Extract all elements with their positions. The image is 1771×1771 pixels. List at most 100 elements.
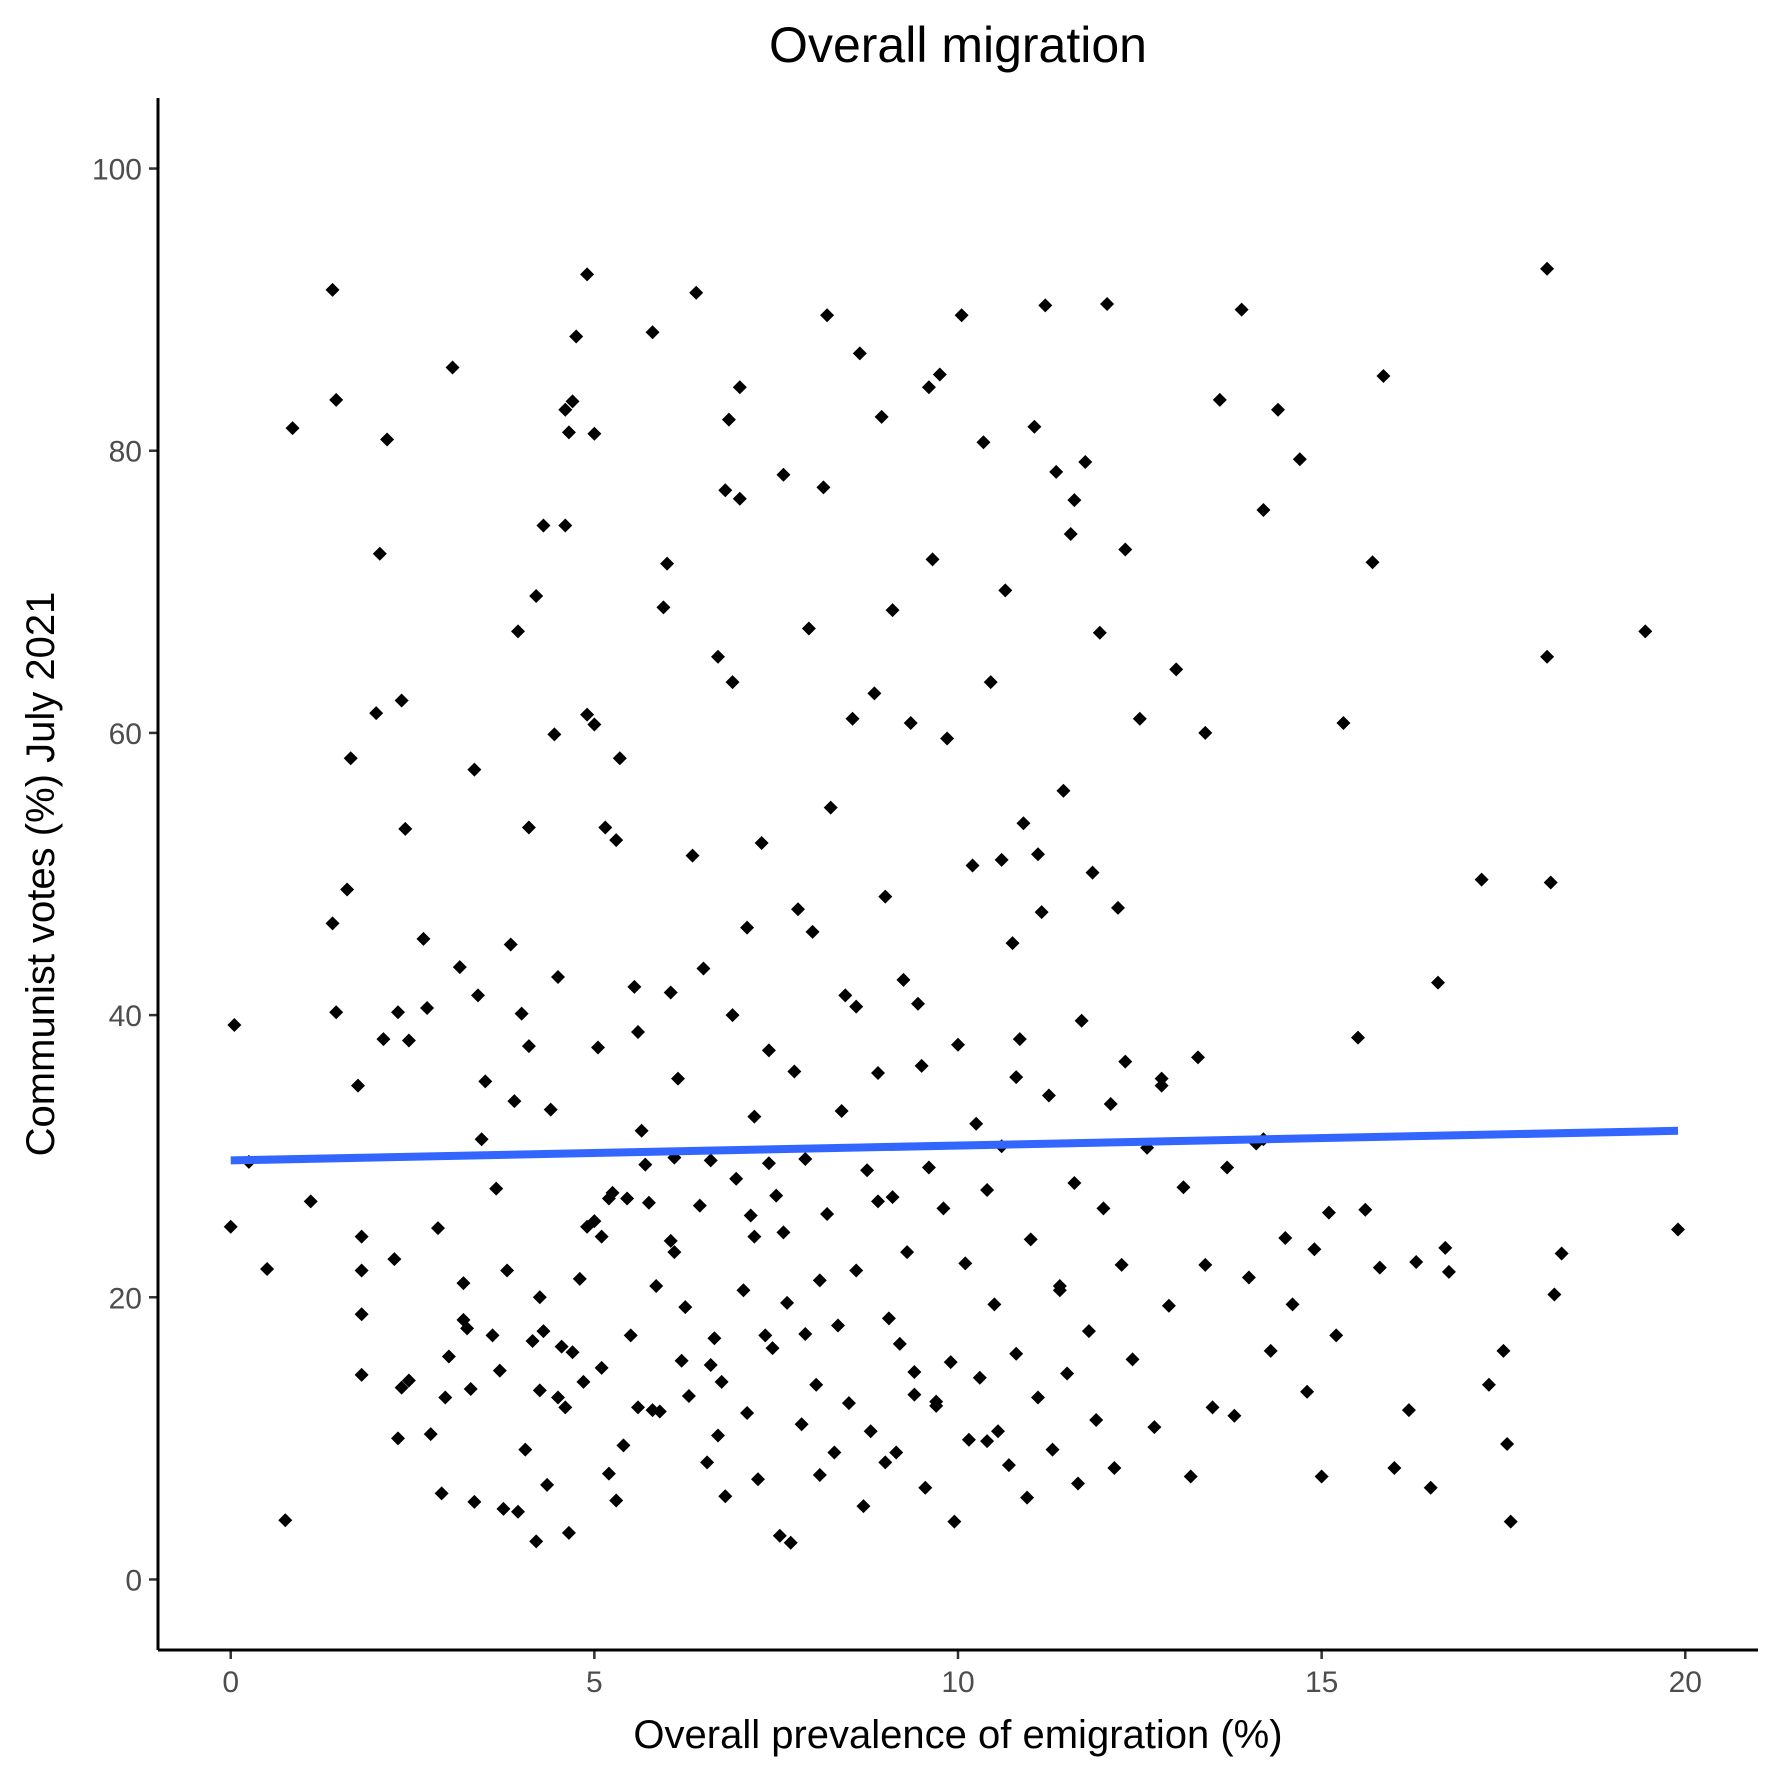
data-point xyxy=(1125,1352,1140,1367)
data-point xyxy=(1285,1297,1300,1312)
data-point xyxy=(1256,502,1271,517)
data-point xyxy=(645,325,660,340)
data-point xyxy=(1409,1255,1424,1269)
data-point xyxy=(805,924,820,939)
data-point xyxy=(776,1225,791,1240)
data-point xyxy=(1365,555,1380,570)
data-point xyxy=(511,624,525,639)
data-point xyxy=(631,1025,645,1040)
data-point xyxy=(521,1039,536,1054)
trend-line xyxy=(230,1126,1679,1165)
data-point xyxy=(921,380,936,395)
data-point xyxy=(1376,368,1391,383)
data-point xyxy=(558,518,573,533)
data-point xyxy=(907,1365,922,1380)
data-point xyxy=(416,931,431,946)
data-point xyxy=(1147,1420,1162,1435)
data-point xyxy=(576,1374,591,1389)
data-point xyxy=(1540,261,1555,276)
y-axis-title: Communist votes (%) July 2021 xyxy=(19,592,63,1157)
data-point xyxy=(1132,711,1147,726)
y-tick-label: 0 xyxy=(125,1564,142,1597)
data-point xyxy=(391,1005,405,1020)
data-point xyxy=(660,556,675,571)
data-point xyxy=(1547,1287,1562,1302)
data-point xyxy=(849,1263,864,1278)
data-point xyxy=(743,1208,758,1223)
data-point xyxy=(485,1328,500,1343)
data-point xyxy=(1001,1458,1016,1473)
data-point xyxy=(456,1276,471,1291)
data-point xyxy=(394,693,409,708)
data-point xyxy=(954,308,969,323)
data-point xyxy=(561,425,576,440)
data-point xyxy=(612,751,627,766)
data-point xyxy=(1100,296,1115,311)
data-point xyxy=(605,1185,620,1200)
data-point xyxy=(227,1017,242,1032)
data-point xyxy=(871,1065,885,1080)
data-point xyxy=(1263,1343,1278,1358)
data-point xyxy=(1154,1078,1169,1093)
data-point xyxy=(878,889,893,904)
data-point xyxy=(969,1116,984,1131)
data-point xyxy=(976,435,991,450)
data-point xyxy=(711,1428,725,1443)
data-point xyxy=(783,1535,798,1550)
data-point xyxy=(536,1324,551,1339)
data-point xyxy=(645,1403,660,1418)
data-point xyxy=(1227,1408,1242,1423)
data-point xyxy=(1176,1180,1191,1195)
data-point xyxy=(591,1040,605,1055)
x-tick-label: 20 xyxy=(1669,1666,1702,1699)
data-point xyxy=(801,621,816,636)
y-tick-label: 100 xyxy=(92,154,142,187)
y-axis-ticks: 0 20 40 60 80 100 xyxy=(92,154,158,1597)
data-point xyxy=(983,675,998,690)
data-point xyxy=(260,1262,275,1277)
data-point xyxy=(325,916,340,931)
data-point xyxy=(627,979,642,994)
data-point xyxy=(812,1468,827,1483)
data-point xyxy=(547,727,562,742)
data-point xyxy=(551,969,565,984)
data-point xyxy=(1038,298,1053,313)
data-point xyxy=(503,937,518,952)
data-point xyxy=(958,1256,973,1271)
data-point xyxy=(1020,1490,1035,1505)
data-point xyxy=(1031,847,1045,862)
data-point xyxy=(780,1295,795,1310)
data-point xyxy=(511,1504,525,1519)
data-point xyxy=(1336,716,1351,731)
data-point xyxy=(1118,542,1133,557)
data-point xyxy=(856,1499,871,1514)
data-point xyxy=(594,1229,609,1244)
data-point xyxy=(816,480,831,495)
data-point xyxy=(372,546,387,561)
data-point xyxy=(474,1132,489,1147)
data-point xyxy=(565,1345,580,1360)
data-point xyxy=(1198,1257,1213,1272)
data-point xyxy=(616,1438,631,1453)
data-point xyxy=(663,1233,678,1248)
data-point xyxy=(758,1328,773,1343)
data-point xyxy=(594,1360,609,1375)
data-point xyxy=(536,518,551,533)
data-point xyxy=(1220,1160,1235,1175)
data-point xyxy=(609,833,624,848)
data-point xyxy=(380,432,395,447)
data-point xyxy=(740,1405,755,1420)
data-point xyxy=(507,1094,522,1109)
data-point xyxy=(747,1109,762,1124)
data-point xyxy=(460,1321,475,1336)
data-point xyxy=(907,1387,922,1402)
data-point xyxy=(634,1123,649,1138)
data-point xyxy=(769,1188,784,1203)
data-point xyxy=(1351,1030,1365,1045)
data-point xyxy=(580,267,595,282)
data-point xyxy=(1307,1242,1322,1257)
data-point xyxy=(587,426,602,441)
data-point xyxy=(947,1514,962,1529)
data-point xyxy=(1114,1257,1129,1272)
